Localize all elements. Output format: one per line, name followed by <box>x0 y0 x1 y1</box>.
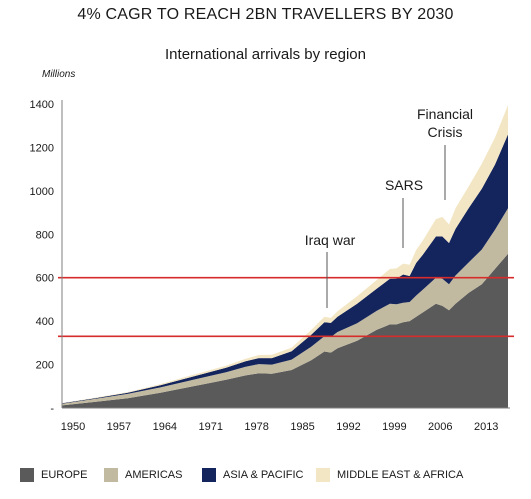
legend-item-asia-pacific: ASIA & PACIFIC <box>202 468 304 482</box>
y-axis-unit-label: Millions <box>42 69 76 80</box>
annotation-label: Financial Crisis <box>417 106 473 140</box>
x-tick-label: 1971 <box>198 421 222 433</box>
annotations: Iraq war SARS Financial Crisis <box>305 106 473 308</box>
legend-swatch-middle-east-africa <box>316 468 330 482</box>
y-tick-label: 1200 <box>30 142 54 154</box>
y-tick-label: 600 <box>36 273 54 285</box>
main-title: 4% CAGR TO REACH 2BN TRAVELLERS BY 2030 <box>77 6 454 23</box>
x-tick-label: 1999 <box>382 421 406 433</box>
area-middle-east-africa <box>62 105 508 404</box>
legend-label-americas: AMERICAS <box>125 469 183 481</box>
stacked-areas <box>62 105 508 408</box>
area-americas <box>62 208 508 406</box>
x-tick-label: 1992 <box>336 421 360 433</box>
annotation-label: SARS <box>385 177 423 193</box>
legend-swatch-europe <box>20 468 34 482</box>
y-tick-label: 800 <box>36 229 54 241</box>
legend-item-americas: AMERICAS <box>104 468 182 482</box>
legend-label-asia-pacific: ASIA & PACIFIC <box>223 469 304 481</box>
legend-swatch-asia-pacific <box>202 468 216 482</box>
x-tick-label: 1950 <box>61 421 85 433</box>
legend-swatch-americas <box>104 468 118 482</box>
x-tick-label: 2006 <box>428 421 452 433</box>
legend: EUROPE AMERICAS ASIA & PACIFIC MIDDLE EA… <box>0 468 531 490</box>
x-tick-label: 1957 <box>107 421 131 433</box>
area-asia-pacific <box>62 134 508 404</box>
y-tick-label: 200 <box>36 360 54 372</box>
legend-label-middle-east-africa: MIDDLE EAST & AFRICA <box>337 469 464 481</box>
y-tick-label: 400 <box>36 316 54 328</box>
chart-title: International arrivals by region <box>165 46 366 63</box>
x-tick-label: 1985 <box>290 421 314 433</box>
axes <box>61 100 510 409</box>
y-tick-labels: 1400 1200 1000 800 600 400 200 - <box>30 99 55 415</box>
legend-label-europe: EUROPE <box>41 469 88 481</box>
y-tick-label: 1000 <box>30 186 54 198</box>
annotation-label: Iraq war <box>305 232 356 248</box>
x-tick-labels: 1950 1957 1964 1971 1978 1985 1992 1999 2006 2013 <box>61 421 499 433</box>
x-tick-label: 1978 <box>244 421 268 433</box>
legend-item-europe: EUROPE <box>20 468 87 482</box>
y-tick-label: 1400 <box>30 99 54 111</box>
area-europe <box>62 253 508 408</box>
legend-item-middle-east-africa: MIDDLE EAST & AFRICA <box>316 468 463 482</box>
reference-lines <box>58 276 514 338</box>
y-tick-label: - <box>50 403 54 415</box>
x-tick-label: 1964 <box>153 421 177 433</box>
x-tick-label: 2013 <box>474 421 498 433</box>
